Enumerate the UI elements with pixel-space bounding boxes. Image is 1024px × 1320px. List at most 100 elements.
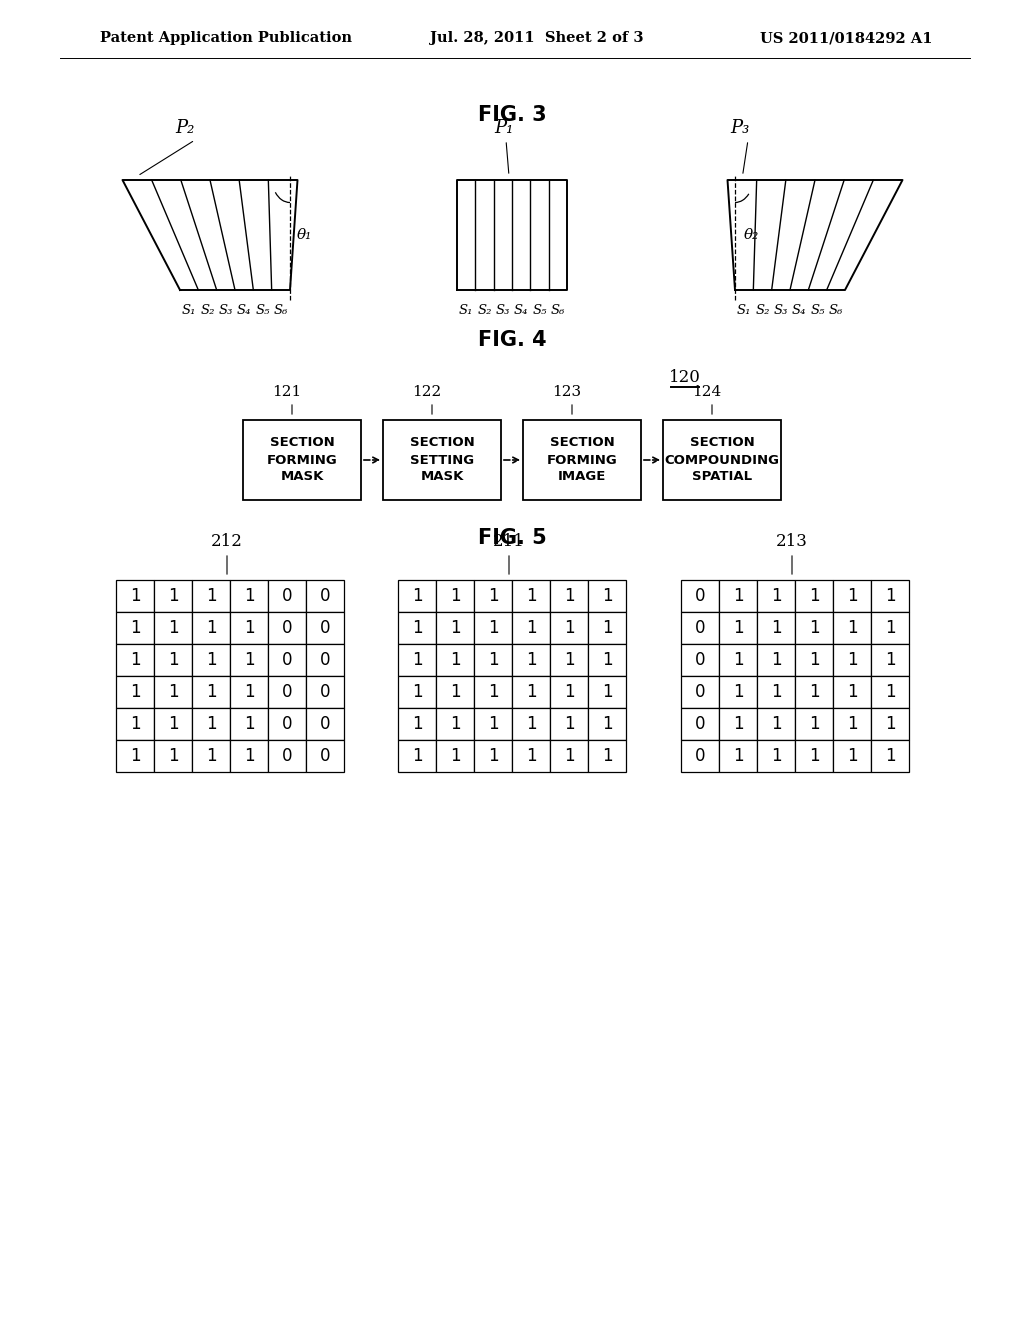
- Text: SECTION: SECTION: [550, 437, 614, 450]
- Text: 1: 1: [733, 651, 743, 669]
- Text: 1: 1: [206, 682, 216, 701]
- Text: Patent Application Publication: Patent Application Publication: [100, 30, 352, 45]
- Text: S₁: S₁: [737, 304, 752, 317]
- Text: 1: 1: [847, 619, 857, 638]
- Bar: [268, 676, 306, 708]
- Text: Jul. 28, 2011  Sheet 2 of 3: Jul. 28, 2011 Sheet 2 of 3: [430, 30, 643, 45]
- Text: S₃: S₃: [773, 304, 788, 317]
- Text: 0: 0: [694, 619, 706, 638]
- Text: S₅: S₅: [255, 304, 269, 317]
- Bar: [306, 579, 344, 612]
- Text: S₅: S₅: [532, 304, 547, 317]
- Bar: [550, 644, 588, 676]
- Text: 0: 0: [282, 651, 292, 669]
- Text: S₃: S₃: [218, 304, 233, 317]
- Bar: [268, 741, 306, 772]
- Text: 0: 0: [694, 587, 706, 605]
- Text: 1: 1: [602, 747, 612, 766]
- Text: 1: 1: [450, 747, 461, 766]
- Text: 1: 1: [847, 651, 857, 669]
- Text: 1: 1: [602, 651, 612, 669]
- Text: 1: 1: [771, 747, 781, 766]
- Bar: [871, 708, 909, 741]
- Text: S₆: S₆: [273, 304, 288, 317]
- Bar: [588, 644, 626, 676]
- Text: 1: 1: [130, 587, 140, 605]
- Text: 1: 1: [885, 619, 895, 638]
- Bar: [719, 644, 757, 676]
- Text: 1: 1: [809, 619, 819, 638]
- Text: 1: 1: [602, 619, 612, 638]
- Text: 122: 122: [413, 385, 441, 399]
- Bar: [871, 644, 909, 676]
- Bar: [306, 612, 344, 644]
- Text: 1: 1: [487, 587, 499, 605]
- Text: FORMING: FORMING: [266, 454, 337, 466]
- Text: 1: 1: [412, 747, 422, 766]
- Text: 0: 0: [282, 682, 292, 701]
- Bar: [757, 741, 795, 772]
- Text: 1: 1: [733, 747, 743, 766]
- Bar: [306, 676, 344, 708]
- Bar: [398, 708, 436, 741]
- Bar: [550, 676, 588, 708]
- Text: 0: 0: [282, 747, 292, 766]
- Text: 121: 121: [272, 385, 302, 399]
- Bar: [436, 579, 474, 612]
- Bar: [474, 612, 512, 644]
- Text: 211: 211: [494, 533, 525, 550]
- Text: 0: 0: [694, 747, 706, 766]
- Text: 1: 1: [885, 651, 895, 669]
- Text: S₁: S₁: [182, 304, 197, 317]
- Bar: [193, 579, 230, 612]
- Text: 1: 1: [809, 747, 819, 766]
- Text: S₂: S₂: [756, 304, 770, 317]
- Bar: [116, 579, 154, 612]
- Text: 1: 1: [244, 651, 254, 669]
- Bar: [154, 708, 193, 741]
- Bar: [523, 420, 641, 500]
- Text: 1: 1: [885, 715, 895, 733]
- Text: 1: 1: [412, 619, 422, 638]
- Text: 1: 1: [885, 587, 895, 605]
- Text: 0: 0: [694, 651, 706, 669]
- Bar: [512, 579, 550, 612]
- Text: 1: 1: [168, 587, 178, 605]
- Bar: [474, 741, 512, 772]
- Text: 1: 1: [206, 715, 216, 733]
- Text: 1: 1: [847, 587, 857, 605]
- Text: 1: 1: [733, 715, 743, 733]
- Text: SPATIAL: SPATIAL: [692, 470, 752, 483]
- Text: 1: 1: [130, 682, 140, 701]
- Text: 1: 1: [563, 651, 574, 669]
- Bar: [306, 708, 344, 741]
- Text: SETTING: SETTING: [410, 454, 474, 466]
- Text: θ₁: θ₁: [296, 228, 311, 242]
- Text: 1: 1: [563, 747, 574, 766]
- Bar: [436, 741, 474, 772]
- Text: 1: 1: [450, 587, 461, 605]
- Text: 1: 1: [168, 747, 178, 766]
- Bar: [436, 612, 474, 644]
- Bar: [193, 676, 230, 708]
- Bar: [871, 741, 909, 772]
- Bar: [681, 612, 719, 644]
- Bar: [268, 644, 306, 676]
- Text: S₄: S₄: [514, 304, 528, 317]
- Text: FIG. 4: FIG. 4: [477, 330, 547, 350]
- Text: 1: 1: [244, 747, 254, 766]
- Text: 123: 123: [552, 385, 582, 399]
- Bar: [833, 708, 871, 741]
- Text: 1: 1: [244, 587, 254, 605]
- Text: P₃: P₃: [730, 119, 750, 137]
- Text: MASK: MASK: [420, 470, 464, 483]
- Text: S₄: S₄: [792, 304, 807, 317]
- Text: 0: 0: [319, 651, 331, 669]
- Text: S₆: S₆: [551, 304, 565, 317]
- Text: S₆: S₆: [828, 304, 843, 317]
- Bar: [154, 676, 193, 708]
- Text: 1: 1: [525, 682, 537, 701]
- Bar: [795, 612, 833, 644]
- Text: 1: 1: [206, 651, 216, 669]
- Bar: [116, 708, 154, 741]
